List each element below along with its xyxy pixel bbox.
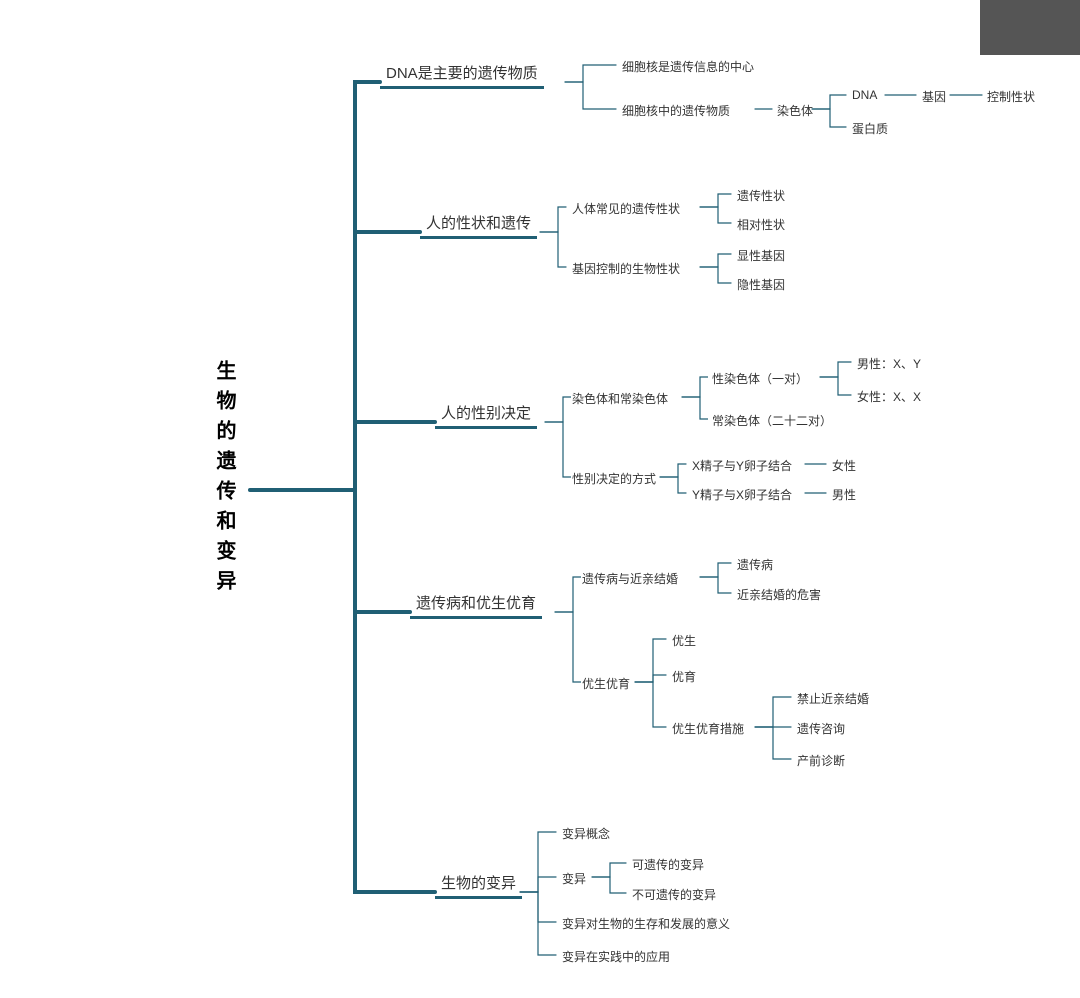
connector-svg <box>0 0 1080 998</box>
